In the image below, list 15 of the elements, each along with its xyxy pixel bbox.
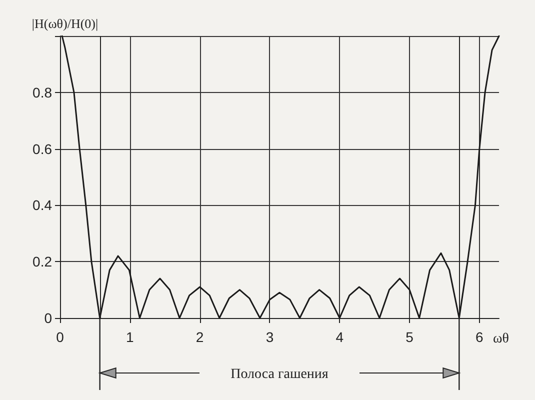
y-tick-label: 0.4 xyxy=(32,197,52,214)
x-tick-label: 0 xyxy=(56,329,64,345)
x-tick-label: 3 xyxy=(266,329,274,345)
y-tick-label: 0.2 xyxy=(32,254,52,270)
x-axis-title: ωθ xyxy=(493,332,510,346)
x-tick-label: 6 xyxy=(476,329,484,345)
y-axis-title: |H(ωθ)/H(0)| xyxy=(32,16,98,31)
x-tick-label: 4 xyxy=(336,329,344,345)
x-tick-label: 1 xyxy=(126,329,134,345)
y-tick-label: 0 xyxy=(44,310,52,326)
y-tick-label: 0.8 xyxy=(32,84,52,100)
text: Полоса гашения xyxy=(230,367,329,382)
x-tick-label: 5 xyxy=(406,329,414,345)
x-tick-label: 2 xyxy=(196,329,204,345)
y-tick-label: 0.6 xyxy=(32,140,52,157)
